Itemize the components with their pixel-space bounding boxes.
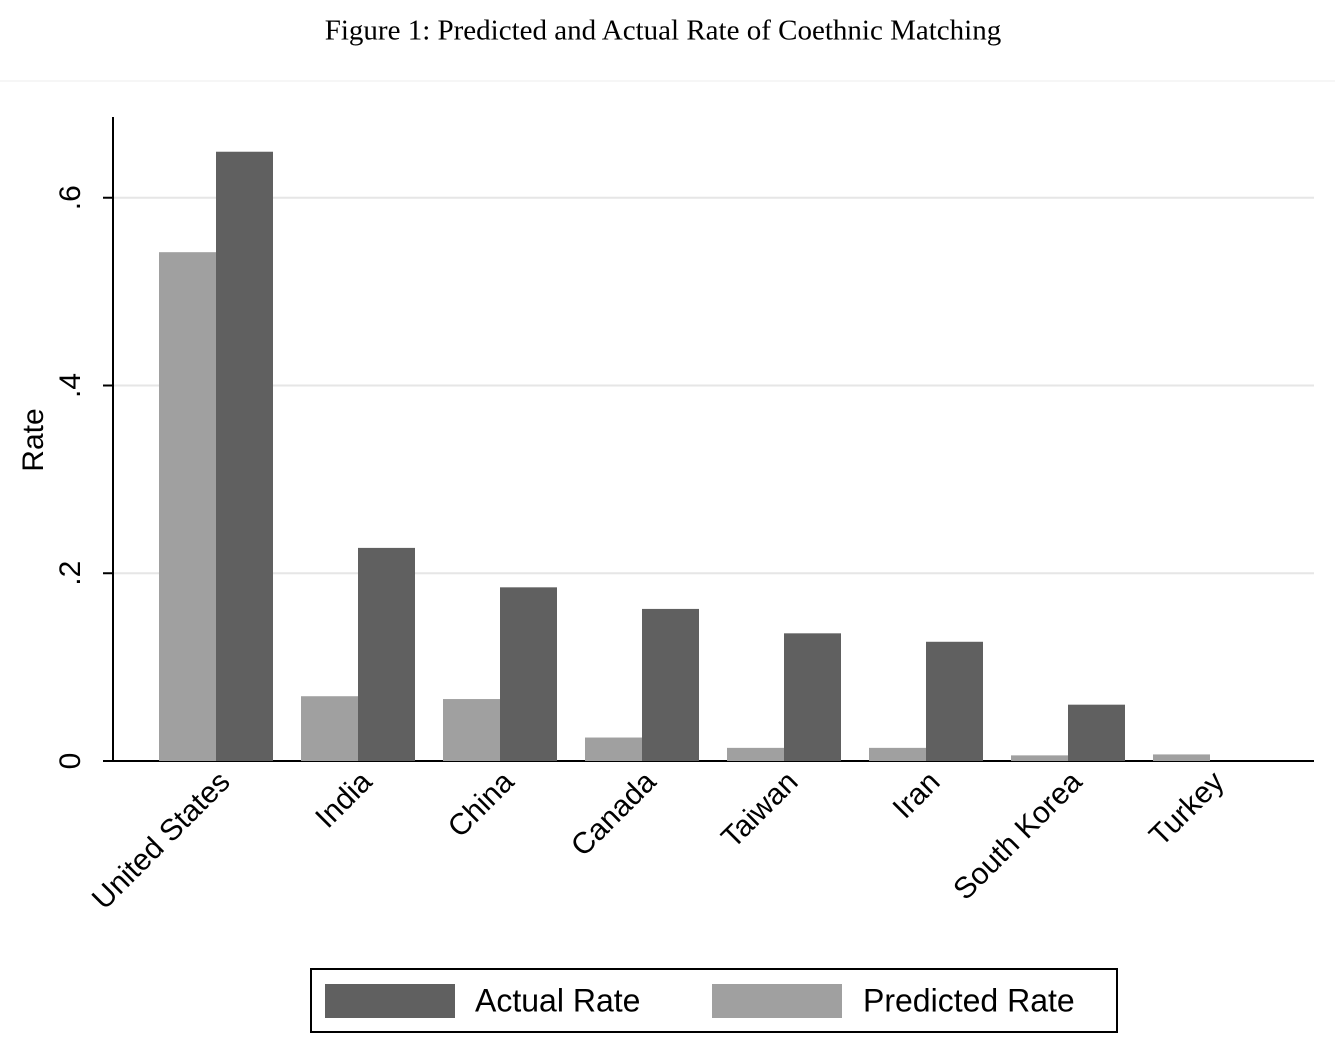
bar [1011, 755, 1068, 761]
x-tick-label: India [309, 765, 379, 835]
bar [926, 641, 983, 761]
y-tick-label: .6 [54, 185, 87, 210]
bar [727, 747, 784, 761]
bar [159, 252, 216, 762]
y-tick-label: 0 [54, 753, 87, 770]
x-tick-label: Taiwan [715, 765, 804, 854]
bar [1153, 754, 1210, 761]
bar [869, 747, 926, 761]
x-tick-label: China [442, 765, 521, 844]
x-tick-label: South Korea [947, 765, 1088, 906]
bar [301, 696, 358, 761]
y-tick-label: .2 [54, 561, 87, 586]
bar [585, 737, 642, 761]
bar [358, 547, 415, 761]
legend-swatch [325, 984, 455, 1018]
bar [443, 699, 500, 761]
legend-swatch [712, 984, 842, 1018]
bar [500, 587, 557, 761]
legend-label: Predicted Rate [863, 982, 1075, 1018]
chart-title: Figure 1: Predicted and Actual Rate of C… [325, 15, 1002, 47]
bar [642, 608, 699, 761]
bar [784, 633, 841, 761]
x-tick-label: Turkey [1143, 765, 1230, 852]
bar [1068, 704, 1125, 761]
legend-label: Actual Rate [475, 982, 640, 1018]
x-tick-label: United States [86, 765, 237, 916]
x-tick-label: Iran [887, 765, 947, 825]
bar [216, 151, 273, 762]
legend-box [310, 968, 1118, 1033]
x-tick-label: Canada [565, 765, 663, 863]
y-tick-label: .4 [54, 373, 87, 398]
y-axis-label: Rate [17, 408, 50, 471]
